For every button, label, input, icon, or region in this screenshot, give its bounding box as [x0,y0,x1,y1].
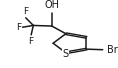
Text: F: F [16,23,21,32]
Text: Br: Br [107,45,118,55]
Text: F: F [29,37,34,46]
Text: F: F [23,7,28,16]
Text: S: S [63,49,69,59]
Text: OH: OH [44,0,59,10]
